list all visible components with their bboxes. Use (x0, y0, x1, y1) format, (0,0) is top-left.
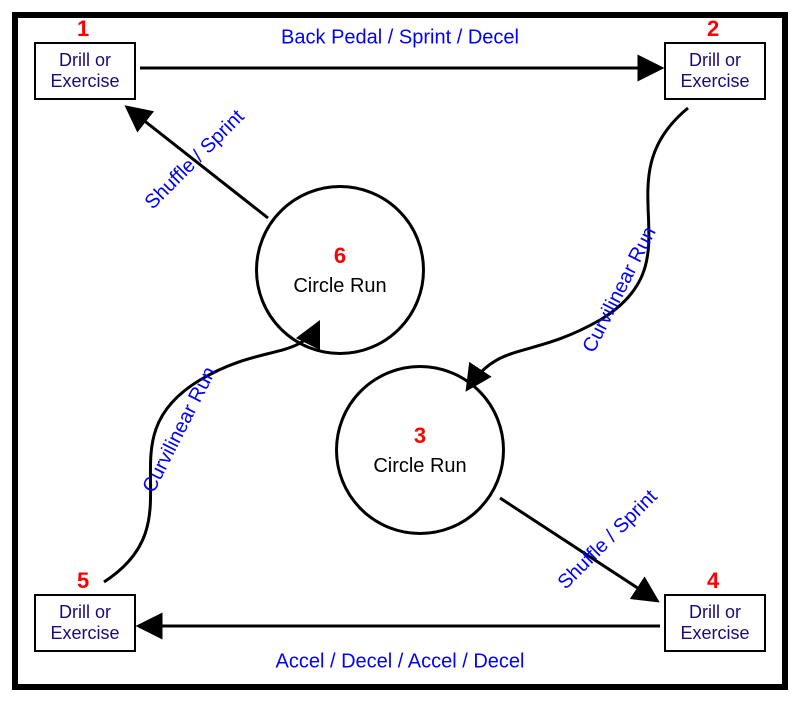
station-1-label-1: Drill or (59, 50, 111, 71)
station-5-number: 5 (77, 568, 89, 594)
edge-label-bottom: Accel / Decel / Accel / Decel (276, 651, 525, 674)
circle-3-label: Circle Run (373, 455, 466, 478)
station-4-number: 4 (707, 568, 719, 594)
station-1-label-2: Exercise (50, 71, 119, 92)
station-1-box: Drill or Exercise (34, 42, 136, 100)
station-5-label-1: Drill or (59, 602, 111, 623)
station-4-box: Drill or Exercise (664, 594, 766, 652)
station-2-label-1: Drill or (689, 50, 741, 71)
station-5-label-2: Exercise (50, 623, 119, 644)
station-5-box: Drill or Exercise (34, 594, 136, 652)
circle-6-label: Circle Run (293, 275, 386, 298)
diagram-canvas: 1 Drill or Exercise 2 Drill or Exercise … (0, 0, 800, 702)
edge-label-top: Back Pedal / Sprint / Decel (281, 27, 519, 50)
circle-3-number: 3 (414, 423, 426, 449)
outer-frame (12, 12, 788, 690)
station-2-box: Drill or Exercise (664, 42, 766, 100)
station-1-number: 1 (77, 16, 89, 42)
circle-6: 6 Circle Run (255, 185, 425, 355)
station-4-label-2: Exercise (680, 623, 749, 644)
station-2-number: 2 (707, 16, 719, 42)
station-2-label-2: Exercise (680, 71, 749, 92)
circle-3: 3 Circle Run (335, 365, 505, 535)
circle-6-number: 6 (334, 243, 346, 269)
station-4-label-1: Drill or (689, 602, 741, 623)
